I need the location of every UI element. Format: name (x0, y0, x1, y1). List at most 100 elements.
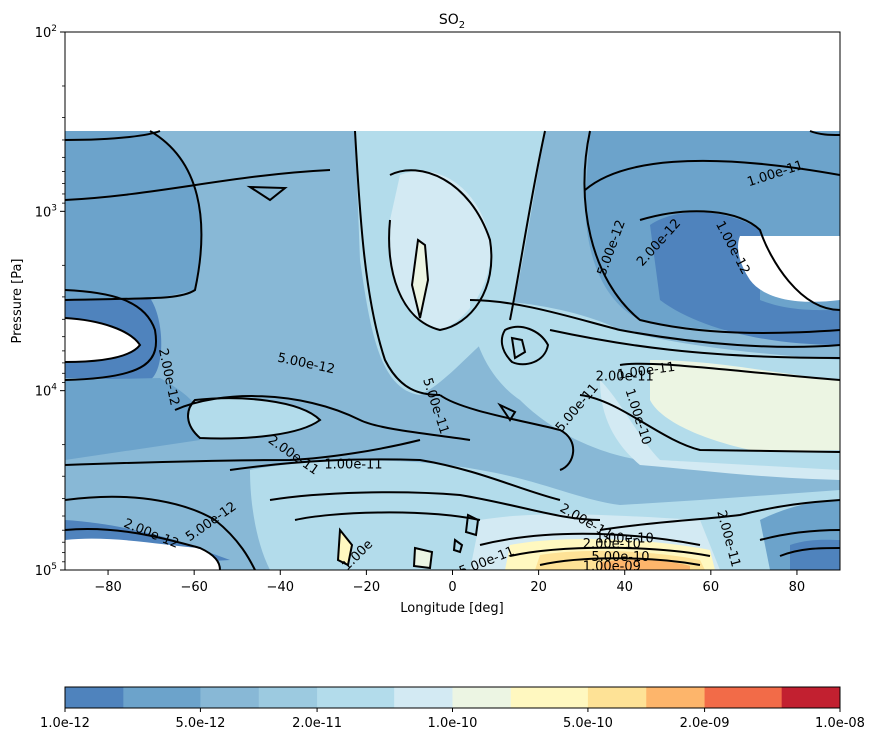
field-gap-right (738, 236, 840, 302)
y-tick-base: 10 (35, 26, 52, 41)
contour-line (65, 130, 161, 141)
x-tick-label: −60 (180, 580, 207, 595)
y-tick-label: 105 (35, 562, 57, 579)
colorbar-segment (646, 687, 706, 708)
contour-line (452, 538, 464, 554)
field-small-blob-b (414, 548, 432, 568)
contour-lines (65, 130, 840, 570)
colorbar-segment (65, 687, 124, 708)
contour-line (539, 557, 701, 566)
colorbar-segment (394, 687, 453, 708)
x-axis: −80 −60 −40 −20 0 20 40 60 80 (94, 570, 805, 595)
contour-label: 2.00e-10 (583, 537, 641, 552)
x-tick-label: 60 (703, 580, 720, 595)
contour-line (509, 546, 711, 557)
filled-contours (65, 32, 840, 570)
x-tick-label: −40 (267, 580, 294, 595)
contour-line (599, 499, 840, 531)
field-gap-lower-left (65, 538, 220, 570)
contour-line (809, 130, 840, 136)
x-tick-label: 80 (789, 580, 806, 595)
field-right-lower-darker (790, 539, 840, 570)
plot-area: 1.00e-115.00e-12 2.00e-12 1.00e-122.00e-12… (64, 31, 841, 574)
contour-line (410, 238, 430, 319)
contour-line (65, 289, 157, 381)
contour-line (584, 159, 840, 191)
chart-title: SO2 (439, 12, 465, 31)
field-gap-left (65, 318, 140, 362)
x-axis-label: Longitude [deg] (400, 601, 503, 616)
colorbar-segment (452, 687, 512, 708)
contour-line (187, 397, 322, 440)
contour-line (174, 395, 471, 441)
contour-line (549, 329, 840, 359)
contour-line (65, 439, 421, 466)
x-tick-label: 0 (448, 580, 456, 595)
colorbar-tick-label: 1.0e-10 (428, 716, 478, 731)
y-tick-base: 10 (35, 385, 52, 400)
contour-label: 1.00e-09 (583, 559, 641, 574)
contour-line (412, 546, 434, 570)
colorbar-segment (258, 687, 318, 708)
contour-label: 1.00e-10 (596, 531, 654, 546)
y-tick-label: 104 (35, 383, 58, 400)
colorbar-tick-label: 2.0e-11 (292, 716, 342, 731)
field-lower-hotter (600, 559, 690, 570)
colorbar: 1.0e-12 5.0e-12 2.0e-11 1.0e-10 5.0e-10 2.0e-… (40, 686, 865, 731)
colorbar-tick-label: 2.0e-09 (680, 716, 730, 731)
contour-line (65, 169, 331, 201)
contour-line (497, 402, 517, 422)
contour-line (65, 495, 256, 570)
contour-line (336, 527, 354, 567)
field-left-bubble (188, 398, 320, 439)
contour-line (229, 458, 561, 501)
y-tick-exponent: 2 (51, 24, 57, 34)
colorbar-tick-label: 1.0e-12 (40, 716, 90, 731)
contour-line (779, 547, 840, 557)
contour-line (509, 130, 546, 321)
contour-line (439, 394, 575, 471)
contour-line (269, 491, 601, 521)
field-no-data-top (65, 32, 840, 131)
y-tick-exponent: 3 (51, 203, 57, 213)
contour-line (583, 130, 840, 334)
contour-label: 5.00e-10 (591, 550, 649, 565)
field-right-plateau (650, 360, 840, 452)
contour-label: 2.00e-11 (596, 370, 654, 385)
colorbar-segment (704, 687, 783, 708)
contour-line (388, 169, 493, 332)
contour-line (246, 185, 288, 202)
x-tick-label: −20 (353, 580, 380, 595)
contour-line (510, 336, 527, 360)
colorbar-tick-label: 5.0e-10 (563, 716, 613, 731)
y-tick-exponent: 4 (51, 383, 57, 393)
field-mid-left (65, 378, 204, 460)
x-tick-label: −80 (94, 580, 121, 595)
contour-line (579, 394, 840, 453)
field-dark-right (650, 212, 840, 345)
contour-line (759, 529, 840, 541)
field-upper-left-band (65, 131, 202, 300)
contour-line (65, 317, 142, 363)
contour-line (294, 511, 481, 521)
field-right-shoulder (600, 380, 840, 480)
colorbar-segment (587, 687, 647, 708)
y-axis-label: Pressure [Pa] (10, 258, 25, 343)
contour-line (354, 130, 441, 396)
contour-line (65, 130, 203, 301)
y-tick-exponent: 5 (51, 562, 57, 572)
colorbar-tick-label: 5.0e-12 (175, 716, 225, 731)
colorbar-segment (510, 687, 589, 708)
y-tick-label: 102 (35, 24, 57, 41)
y-tick-label: 103 (35, 203, 57, 220)
contour-line (500, 325, 550, 366)
y-tick-base: 10 (35, 564, 52, 579)
y-tick-base: 10 (35, 205, 52, 220)
contour-line (619, 362, 840, 381)
x-tick-label: 40 (616, 580, 633, 595)
contour-label: 1.00e-11 (324, 458, 382, 473)
field-small-blob-a (338, 530, 352, 565)
colorbar-segment (123, 687, 201, 708)
